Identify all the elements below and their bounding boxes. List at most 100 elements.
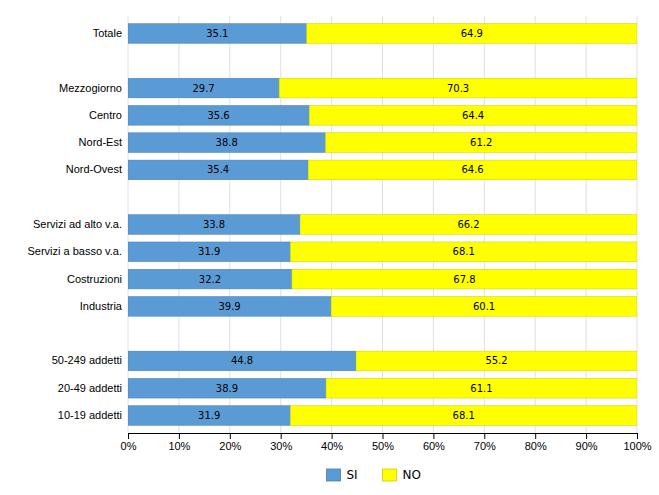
- bar-segment: [356, 351, 637, 371]
- data-label: 35.6: [207, 110, 229, 121]
- legend-swatch: [383, 469, 397, 481]
- bar-segment: [331, 297, 637, 317]
- tick-label: Costruzioni: [67, 273, 122, 285]
- y-tick: Mezzogiorno: [59, 82, 122, 94]
- data-label: 29.7: [192, 83, 214, 94]
- tick-label: 0%: [121, 440, 137, 452]
- data-label: 61.2: [470, 137, 492, 148]
- tick-mark: [281, 433, 282, 439]
- tick-mark: [433, 433, 434, 439]
- legend-item: SI: [327, 468, 358, 482]
- bar-segment: [290, 406, 637, 426]
- data-label: 55.2: [485, 355, 507, 366]
- y-tick: Centro: [89, 109, 122, 121]
- x-tick: 70%: [474, 433, 496, 452]
- legend-label: SI: [347, 468, 358, 482]
- x-tick: 90%: [576, 433, 598, 452]
- legend: SI NO: [327, 468, 421, 482]
- tick-mark: [179, 433, 180, 439]
- tick-mark: [484, 433, 485, 439]
- y-tick: 10-19 addetti: [58, 409, 122, 421]
- chart: 0% 10% 20% 30% 40% 50% 60% 70% 80% 90% 100% Totale M…: [0, 0, 659, 495]
- x-tick: 20%: [219, 433, 241, 452]
- tick-label: 30%: [270, 440, 292, 452]
- data-label: 39.9: [218, 301, 240, 312]
- bar-segment: [300, 215, 637, 235]
- x-tick: 80%: [525, 433, 547, 452]
- y-tick: 50-249 addetti: [52, 354, 122, 366]
- data-label: 35.1: [206, 28, 228, 39]
- tick-label: Centro: [89, 109, 122, 121]
- grid: [128, 16, 637, 433]
- data-label: 35.4: [207, 164, 229, 175]
- bar-segment: [307, 24, 637, 44]
- bar-segment: [128, 215, 300, 235]
- bar-segment: [325, 133, 637, 153]
- tick-label: Totale: [93, 27, 122, 39]
- tick-label: Industria: [80, 300, 123, 312]
- bar-segment: [308, 160, 637, 180]
- tick-mark: [586, 433, 587, 439]
- data-label: 66.2: [457, 219, 479, 230]
- bar-segment: [279, 78, 637, 98]
- tick-label: 90%: [576, 440, 598, 452]
- y-tick: Servizi a basso v.a.: [27, 245, 122, 257]
- x-tick: 60%: [423, 433, 445, 452]
- tick-label: Servizi ad alto v.a.: [33, 218, 122, 230]
- data-label: 32.2: [199, 274, 221, 285]
- y-tick: 20-49 addetti: [58, 382, 122, 394]
- tick-mark: [230, 433, 231, 439]
- tick-label: 80%: [525, 440, 547, 452]
- data-label: 38.9: [216, 383, 238, 394]
- bars: [128, 24, 637, 426]
- tick-label: 50%: [372, 440, 394, 452]
- y-axis: Totale Mezzogiorno Centro Nord-Est Nord-Oves…: [27, 27, 122, 421]
- bar-segment: [292, 269, 637, 289]
- legend-label: NO: [403, 468, 421, 482]
- data-label: 38.8: [216, 137, 238, 148]
- x-tick: 40%: [321, 433, 343, 452]
- y-tick: Totale: [93, 27, 122, 39]
- bar-segment: [128, 78, 279, 98]
- data-label: 68.1: [453, 410, 475, 421]
- data-label: 61.1: [470, 383, 492, 394]
- y-tick: Industria: [80, 300, 123, 312]
- tick-label: 60%: [423, 440, 445, 452]
- data-label: 44.8: [231, 355, 253, 366]
- tick-mark: [637, 433, 638, 439]
- bar-segment: [128, 160, 308, 180]
- bar-segment: [128, 378, 326, 398]
- bar-segment: [128, 106, 309, 126]
- x-axis: 0% 10% 20% 30% 40% 50% 60% 70% 80% 90% 100%: [121, 433, 652, 452]
- x-tick: 50%: [372, 433, 394, 452]
- bar-segment: [128, 351, 356, 371]
- bar-segment: [128, 242, 290, 262]
- tick-label: Nord-Est: [79, 136, 122, 148]
- tick-label: Nord-Ovest: [66, 163, 122, 175]
- bar-segment: [309, 106, 637, 126]
- data-label: 70.3: [447, 83, 469, 94]
- x-tick: 0%: [121, 433, 137, 452]
- data-label: 68.1: [453, 246, 475, 257]
- tick-label: 40%: [321, 440, 343, 452]
- bar-segment: [326, 378, 637, 398]
- tick-label: Mezzogiorno: [59, 82, 122, 94]
- tick-label: 50-249 addetti: [52, 354, 122, 366]
- tick-label: Servizi a basso v.a.: [27, 245, 122, 257]
- tick-mark: [535, 433, 536, 439]
- legend-swatch: [327, 469, 341, 481]
- data-label: 67.8: [453, 274, 475, 285]
- tick-label: 100%: [623, 440, 651, 452]
- data-label: 60.1: [473, 301, 495, 312]
- data-label: 64.9: [461, 28, 483, 39]
- data-label: 64.4: [462, 110, 484, 121]
- bar-segment: [128, 24, 307, 44]
- tick-label: 10%: [168, 440, 190, 452]
- bar-segment: [290, 242, 637, 262]
- data-labels: 35.164.929.770.335.664.438.861.235.464.6…: [192, 28, 507, 421]
- bar-segment: [128, 297, 331, 317]
- y-tick: Servizi ad alto v.a.: [33, 218, 122, 230]
- data-label: 31.9: [198, 410, 220, 421]
- tick-label: 20-49 addetti: [58, 382, 122, 394]
- x-tick: 100%: [623, 433, 651, 452]
